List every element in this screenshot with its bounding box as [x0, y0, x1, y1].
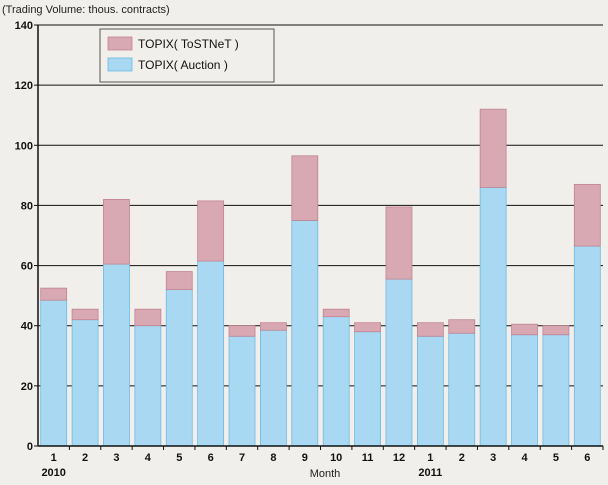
bar-auction-16: [542, 334, 570, 447]
legend-swatch-0: [107, 36, 133, 51]
bar-auction-5: [197, 260, 225, 447]
bar-tostnet-6: [228, 325, 256, 337]
bar-auction-4: [165, 289, 193, 447]
gridlines: [38, 24, 603, 387]
x-tick-label-0: 1: [51, 452, 57, 464]
bar-tostnet-3: [134, 308, 162, 327]
bar-tostnet-14: [479, 108, 507, 188]
year-label-2010: 2010: [41, 467, 65, 479]
bar-auction-12: [416, 335, 444, 447]
year-label-2011: 2011: [418, 467, 442, 479]
x-tick-label-16: 5: [553, 452, 559, 464]
y-axis-ticks: 0 20 40 60 80 100 120 140: [15, 20, 38, 453]
bar-auction-15: [511, 334, 538, 447]
x-tick-label-12: 1: [427, 452, 433, 464]
bar-auction-13: [448, 332, 476, 447]
legend: TOPIX( ToSTNeT ) TOPIX( Auction ): [99, 28, 275, 83]
bar-auction-6: [228, 335, 256, 447]
x-tick-label-11: 12: [393, 452, 405, 464]
y-tick-label-20: 20: [21, 381, 33, 393]
x-tick-label-6: 7: [239, 452, 245, 464]
y-tick-label-80: 80: [21, 200, 33, 212]
legend-box: [99, 28, 275, 83]
x-tick-label-10: 11: [362, 452, 374, 464]
bar-auction-11: [385, 278, 413, 447]
bar-auction-10: [354, 331, 381, 447]
x-tick-label-13: 2: [459, 452, 465, 464]
bar-tostnet-16: [542, 325, 570, 336]
y-tick-label-100: 100: [15, 140, 33, 152]
x-axis-label: Month: [310, 468, 341, 480]
bar-auction-7: [260, 329, 287, 447]
x-tick-label-15: 4: [521, 452, 528, 464]
bar-tostnet-15: [511, 323, 538, 336]
bar-tostnet-12: [416, 322, 444, 337]
y-tick-label-40: 40: [21, 321, 33, 333]
bar-auction-14: [479, 186, 507, 447]
x-tick-label-3: 4: [145, 452, 152, 464]
y-tick-label-0: 0: [27, 441, 33, 453]
legend-label-0: TOPIX( ToSTNeT ): [138, 37, 239, 51]
x-tick-label-5: 6: [208, 452, 214, 464]
bar-tostnet-13: [448, 319, 476, 334]
x-tick-label-17: 6: [584, 452, 590, 464]
bar-tostnet-5: [197, 200, 225, 262]
y-tick-label-140: 140: [15, 20, 33, 32]
bar-tostnet-2: [103, 199, 130, 265]
y-tick-label-60: 60: [21, 261, 33, 273]
bar-tostnet-11: [385, 206, 413, 280]
bar-auction-9: [322, 316, 350, 447]
bar-tostnet-1: [71, 308, 99, 321]
bars: [40, 108, 601, 447]
bar-auction-0: [40, 299, 68, 447]
legend-swatch-1: [107, 57, 133, 72]
x-tick-label-7: 8: [270, 452, 276, 464]
bar-tostnet-10: [354, 322, 381, 333]
bar-auction-8: [291, 220, 319, 447]
x-tick-label-9: 10: [330, 452, 342, 464]
x-tick-label-4: 5: [176, 452, 182, 464]
chart-caption: (Trading Volume: thous. contracts): [2, 4, 170, 16]
legend-label-1: TOPIX( Auction ): [138, 58, 228, 72]
bar-tostnet-17: [573, 183, 601, 247]
bar-auction-17: [573, 245, 601, 447]
y-tick-label-120: 120: [15, 80, 33, 92]
bar-tostnet-8: [291, 155, 319, 221]
x-tick-label-1: 2: [82, 452, 88, 464]
bar-tostnet-0: [40, 287, 68, 301]
bar-auction-3: [134, 325, 162, 447]
bar-auction-2: [103, 263, 130, 447]
x-tick-label-8: 9: [302, 452, 308, 464]
x-tick-label-14: 3: [490, 452, 496, 464]
x-tick-label-2: 3: [113, 452, 119, 464]
bar-tostnet-9: [322, 308, 350, 318]
bar-tostnet-7: [260, 322, 287, 331]
bar-tostnet-4: [165, 271, 193, 291]
bar-auction-1: [71, 319, 99, 447]
